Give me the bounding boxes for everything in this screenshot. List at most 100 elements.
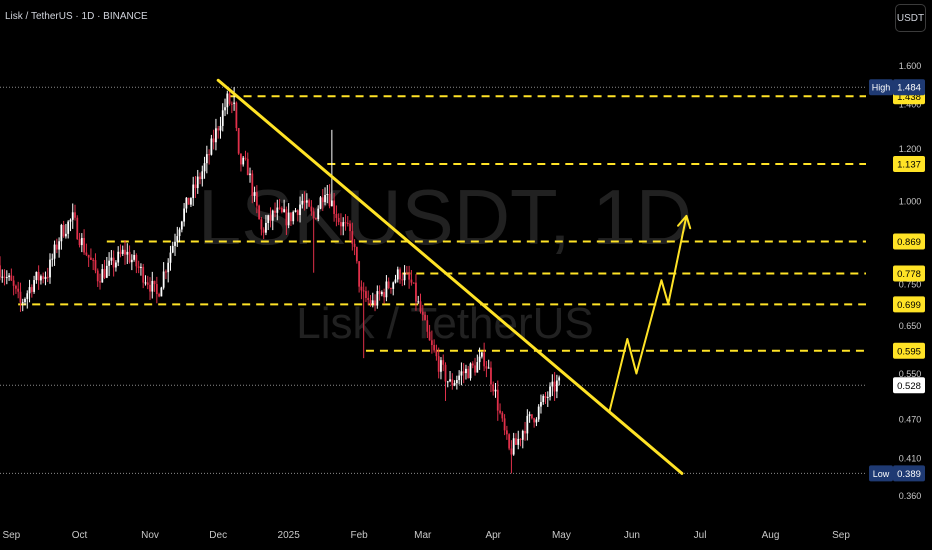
candle-body [171, 245, 174, 253]
candle-body [260, 219, 263, 230]
level-price-badge: 0.699 [893, 296, 925, 313]
candle [233, 87, 236, 111]
candle-body [90, 257, 92, 260]
candle-body [319, 197, 322, 209]
candle-body [155, 284, 158, 295]
candle [226, 90, 229, 115]
candle [155, 276, 158, 304]
candle-body [160, 287, 163, 297]
candle-body [115, 262, 117, 268]
candle-body [430, 340, 433, 346]
candle-body [46, 276, 49, 278]
time-tick-label: Dec [209, 530, 227, 541]
candle [115, 260, 117, 272]
candle [365, 286, 367, 302]
candle [358, 260, 361, 293]
candle [8, 273, 10, 281]
candle-body [17, 288, 20, 292]
candle [342, 217, 345, 236]
candle [260, 216, 263, 236]
candle-body [330, 200, 333, 207]
descending-trendline[interactable] [216, 78, 684, 475]
candle-body [119, 251, 122, 254]
time-tick-label: Aug [762, 530, 780, 541]
candle [505, 425, 508, 440]
candle [3, 269, 6, 286]
candle-body [237, 127, 240, 154]
level-price-badge: 1.137 [893, 156, 925, 173]
candle [349, 220, 351, 240]
candle-body [301, 200, 304, 205]
candle-body [399, 269, 401, 280]
candle [362, 282, 365, 359]
candle [153, 280, 156, 292]
level-price-badge-bg [893, 342, 925, 359]
candle [415, 274, 417, 311]
candle-body [490, 367, 492, 385]
candle [283, 199, 286, 213]
candle-body [496, 389, 499, 411]
symbol-title: Lisk / TetherUS · 1D · BINANCE [5, 11, 148, 22]
candle-body [528, 414, 531, 416]
candle-body [442, 360, 445, 365]
level-price-badge: 0.595 [893, 342, 925, 359]
candle-body [87, 254, 90, 258]
candle [296, 209, 299, 222]
candle-body [15, 285, 17, 289]
low-badge: Low 0.389 [869, 465, 925, 482]
candle-body [519, 438, 522, 440]
candle-body [283, 209, 286, 213]
candle [187, 197, 190, 205]
candle-body [53, 244, 56, 259]
candle-body [449, 379, 451, 382]
candle-body [224, 107, 226, 111]
candle-body [530, 414, 533, 419]
candle-body [385, 281, 388, 298]
time-tick-label: Mar [414, 530, 432, 541]
candle [440, 357, 442, 380]
candle-body [265, 223, 267, 233]
candle [87, 254, 90, 267]
candle [176, 226, 179, 247]
candle-body [390, 288, 392, 290]
candle [517, 430, 520, 450]
time-tick-label: 2025 [278, 530, 301, 541]
candle-body [444, 364, 447, 382]
candle [85, 243, 88, 257]
candle [180, 220, 183, 233]
candle-body [0, 265, 1, 278]
candle [499, 403, 501, 415]
candle-body [258, 205, 261, 220]
candle-body [28, 287, 31, 294]
candle [269, 207, 272, 228]
candle [367, 290, 370, 306]
candle [294, 208, 297, 213]
candle [210, 134, 213, 156]
candle [555, 374, 558, 399]
projection-path[interactable] [608, 215, 688, 413]
candle-body [137, 266, 140, 268]
time-tick-label: Oct [72, 530, 88, 541]
candle [519, 438, 522, 447]
candle [542, 394, 545, 405]
currency-button[interactable]: USDT [895, 4, 926, 32]
level-price-badge-label: 0.778 [897, 269, 921, 280]
candle [51, 253, 54, 267]
candle-body [30, 287, 33, 292]
candle-body [321, 197, 324, 203]
candle-body [176, 236, 179, 242]
candle [212, 129, 215, 150]
candle-body [533, 418, 536, 423]
candle [44, 271, 47, 286]
candle [312, 207, 315, 273]
candle-body [310, 206, 313, 212]
candle-body [499, 410, 501, 413]
candle [419, 293, 422, 314]
candle [21, 298, 24, 312]
candle [192, 176, 195, 206]
candle-body [296, 210, 299, 215]
candle [533, 417, 536, 428]
candle [12, 275, 15, 296]
candle-body [85, 252, 88, 255]
